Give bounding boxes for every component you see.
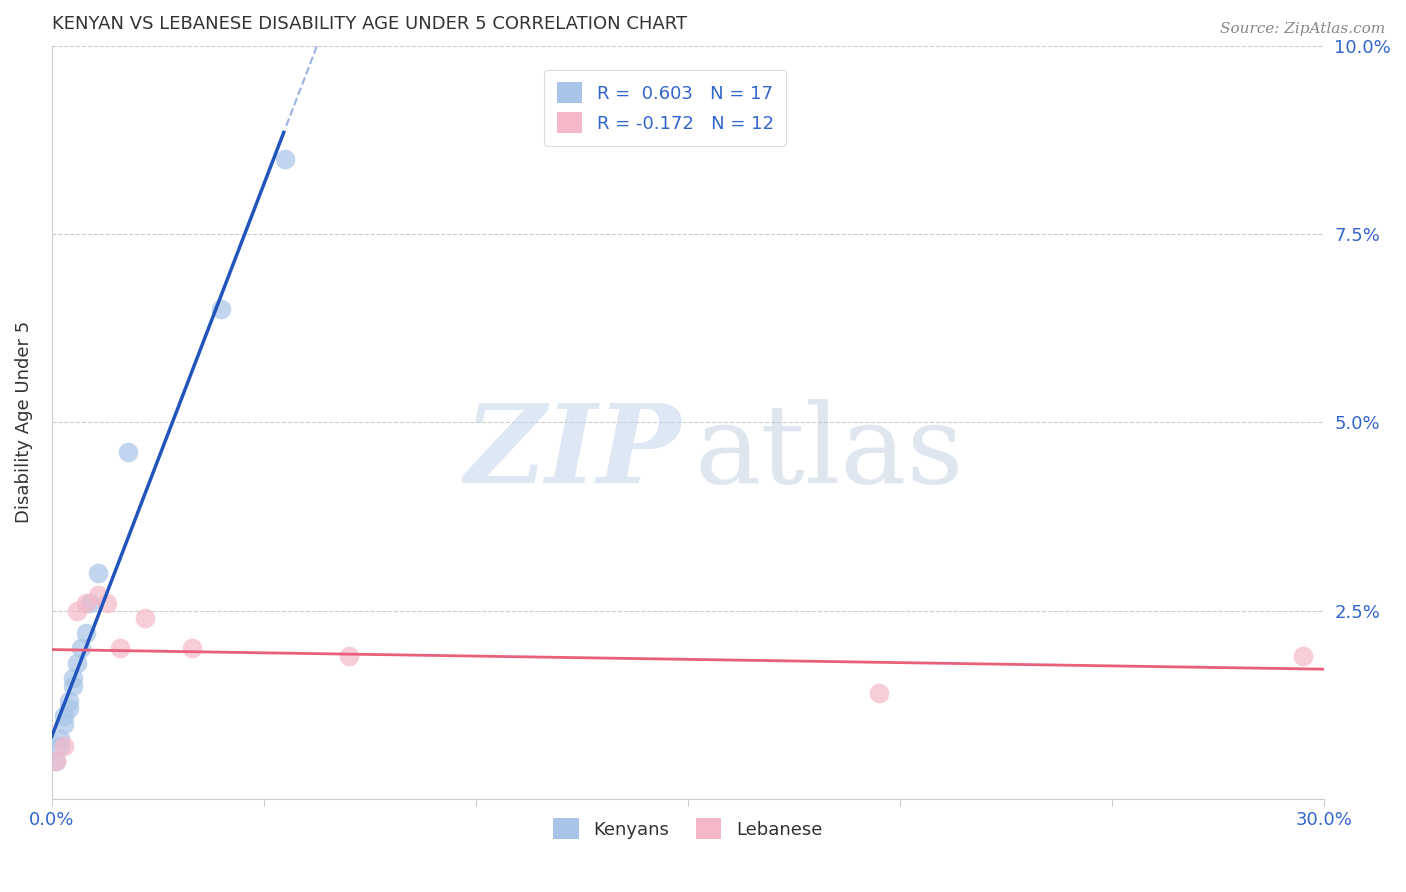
Point <box>87 566 110 580</box>
Point <box>66 657 89 671</box>
Point <box>45 754 67 768</box>
Point <box>58 694 80 708</box>
Text: ZIP: ZIP <box>465 399 682 506</box>
Point <box>53 716 76 731</box>
Point <box>96 596 118 610</box>
Point <box>49 739 72 753</box>
Point <box>180 641 202 656</box>
Text: KENYAN VS LEBANESE DISABILITY AGE UNDER 5 CORRELATION CHART: KENYAN VS LEBANESE DISABILITY AGE UNDER … <box>52 15 688 33</box>
Point <box>1291 648 1313 663</box>
Legend: Kenyans, Lebanese: Kenyans, Lebanese <box>546 811 830 847</box>
Point <box>108 641 131 656</box>
Point <box>75 596 97 610</box>
Point <box>62 679 84 693</box>
Point <box>209 302 232 317</box>
Point <box>53 739 76 753</box>
Point <box>45 754 67 768</box>
Point <box>134 611 156 625</box>
Point <box>53 709 76 723</box>
Point <box>49 731 72 746</box>
Text: Source: ZipAtlas.com: Source: ZipAtlas.com <box>1219 22 1385 37</box>
Point <box>868 686 890 700</box>
Text: atlas: atlas <box>695 399 963 506</box>
Point <box>66 603 89 617</box>
Point <box>87 589 110 603</box>
Point <box>337 648 360 663</box>
Point <box>58 701 80 715</box>
Point <box>75 626 97 640</box>
Point <box>62 671 84 685</box>
Point <box>274 152 297 166</box>
Point <box>117 445 139 459</box>
Point <box>70 641 93 656</box>
Point <box>79 596 101 610</box>
Y-axis label: Disability Age Under 5: Disability Age Under 5 <box>15 321 32 524</box>
